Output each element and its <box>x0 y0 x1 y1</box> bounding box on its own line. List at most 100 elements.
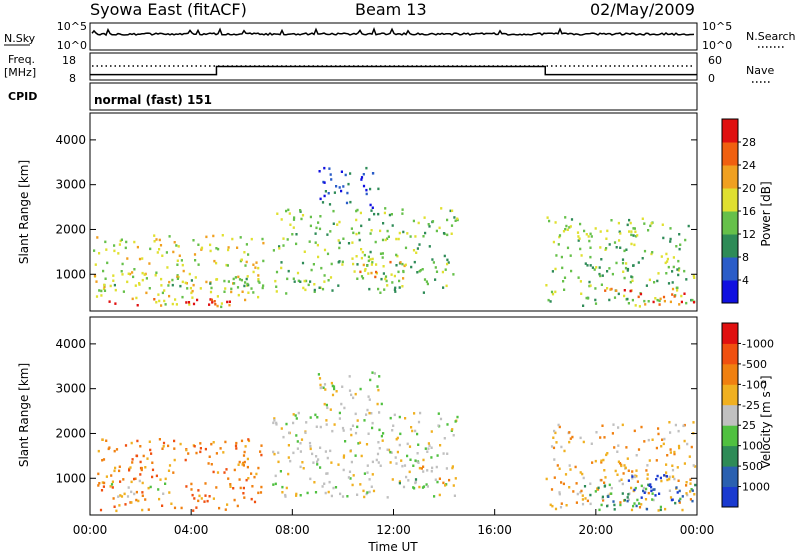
data-cell <box>622 270 625 273</box>
data-cell <box>370 485 373 488</box>
data-cell <box>245 277 248 281</box>
data-cell <box>643 491 646 494</box>
data-cell <box>676 286 679 290</box>
data-cell <box>653 281 656 284</box>
data-cell <box>216 304 219 308</box>
data-cell <box>341 495 345 498</box>
data-cell <box>113 449 116 453</box>
data-cell <box>225 263 228 267</box>
data-cell <box>229 485 232 488</box>
data-cell <box>410 426 413 429</box>
data-cell <box>110 483 114 486</box>
data-cell <box>252 263 255 266</box>
data-cell <box>558 425 561 429</box>
data-cell <box>232 487 235 490</box>
nsearch-label: N.Search <box>746 30 796 43</box>
data-cell <box>597 486 600 490</box>
data-cell <box>365 492 368 496</box>
data-cell <box>685 301 688 305</box>
data-cell <box>295 434 298 437</box>
data-cell <box>410 265 413 269</box>
data-cell <box>355 232 358 236</box>
data-cell <box>416 247 419 250</box>
data-cell <box>446 452 449 455</box>
data-cell <box>623 276 626 280</box>
data-cell <box>247 253 250 256</box>
data-cell <box>378 411 381 414</box>
data-cell <box>120 495 124 498</box>
data-cell <box>299 209 302 212</box>
data-cell <box>323 248 327 252</box>
data-cell <box>302 286 305 290</box>
data-cell <box>641 217 644 220</box>
data-cell <box>641 257 644 260</box>
data-cell <box>369 203 372 207</box>
data-cell <box>220 305 223 309</box>
data-cell <box>398 415 401 419</box>
data-cell <box>662 442 665 446</box>
data-cell <box>130 441 133 445</box>
data-cell <box>594 459 597 463</box>
data-cell <box>588 280 591 284</box>
data-cell <box>325 423 328 426</box>
data-cell <box>647 300 650 303</box>
data-cell <box>357 442 360 445</box>
data-cell <box>319 383 322 387</box>
data-cell <box>148 287 151 290</box>
data-cell <box>176 274 179 277</box>
data-cell <box>158 248 161 251</box>
data-cell <box>400 459 403 462</box>
data-cell <box>240 258 243 261</box>
data-cell <box>153 240 156 243</box>
data-cell <box>327 192 330 195</box>
data-cell <box>387 235 390 238</box>
data-cell <box>623 289 626 292</box>
data-cell <box>360 224 363 228</box>
data-cell <box>245 243 248 246</box>
data-cell <box>326 472 329 475</box>
data-cell <box>447 261 450 264</box>
data-cell <box>381 256 384 259</box>
data-cell <box>426 469 429 472</box>
data-cell <box>412 464 415 467</box>
data-cell <box>568 431 571 434</box>
data-cell <box>215 247 218 250</box>
data-cell <box>398 443 401 447</box>
data-cell <box>582 440 585 444</box>
data-cell <box>642 486 645 490</box>
data-cell <box>309 477 312 481</box>
data-cell <box>103 283 106 287</box>
data-cell <box>631 475 634 478</box>
data-cell <box>583 229 586 233</box>
data-cell <box>102 485 105 488</box>
data-cell <box>453 494 456 497</box>
data-cell <box>341 260 344 264</box>
data-cell <box>435 229 438 233</box>
data-cell <box>439 417 443 421</box>
data-cell <box>685 278 688 281</box>
data-cell <box>414 481 417 485</box>
data-cell <box>197 489 200 492</box>
data-cell <box>390 451 393 454</box>
data-cell <box>386 237 389 240</box>
data-cell <box>375 270 378 274</box>
data-cell <box>589 284 592 287</box>
data-cell <box>286 277 289 281</box>
data-cell <box>233 498 236 502</box>
data-cell <box>576 231 580 234</box>
data-cell <box>322 180 325 184</box>
data-cell <box>404 246 408 250</box>
data-cell <box>295 242 298 246</box>
data-cell <box>342 454 346 457</box>
data-cell <box>617 426 620 429</box>
data-cell <box>398 231 401 235</box>
data-cell <box>690 488 693 491</box>
data-cell <box>631 298 634 302</box>
data-cell <box>414 235 417 238</box>
freq-tick-top: 18 <box>62 54 76 67</box>
data-cell <box>185 448 188 452</box>
data-cell <box>417 443 420 446</box>
data-cell <box>589 232 592 236</box>
data-cell <box>445 284 448 288</box>
data-cell <box>606 270 609 273</box>
